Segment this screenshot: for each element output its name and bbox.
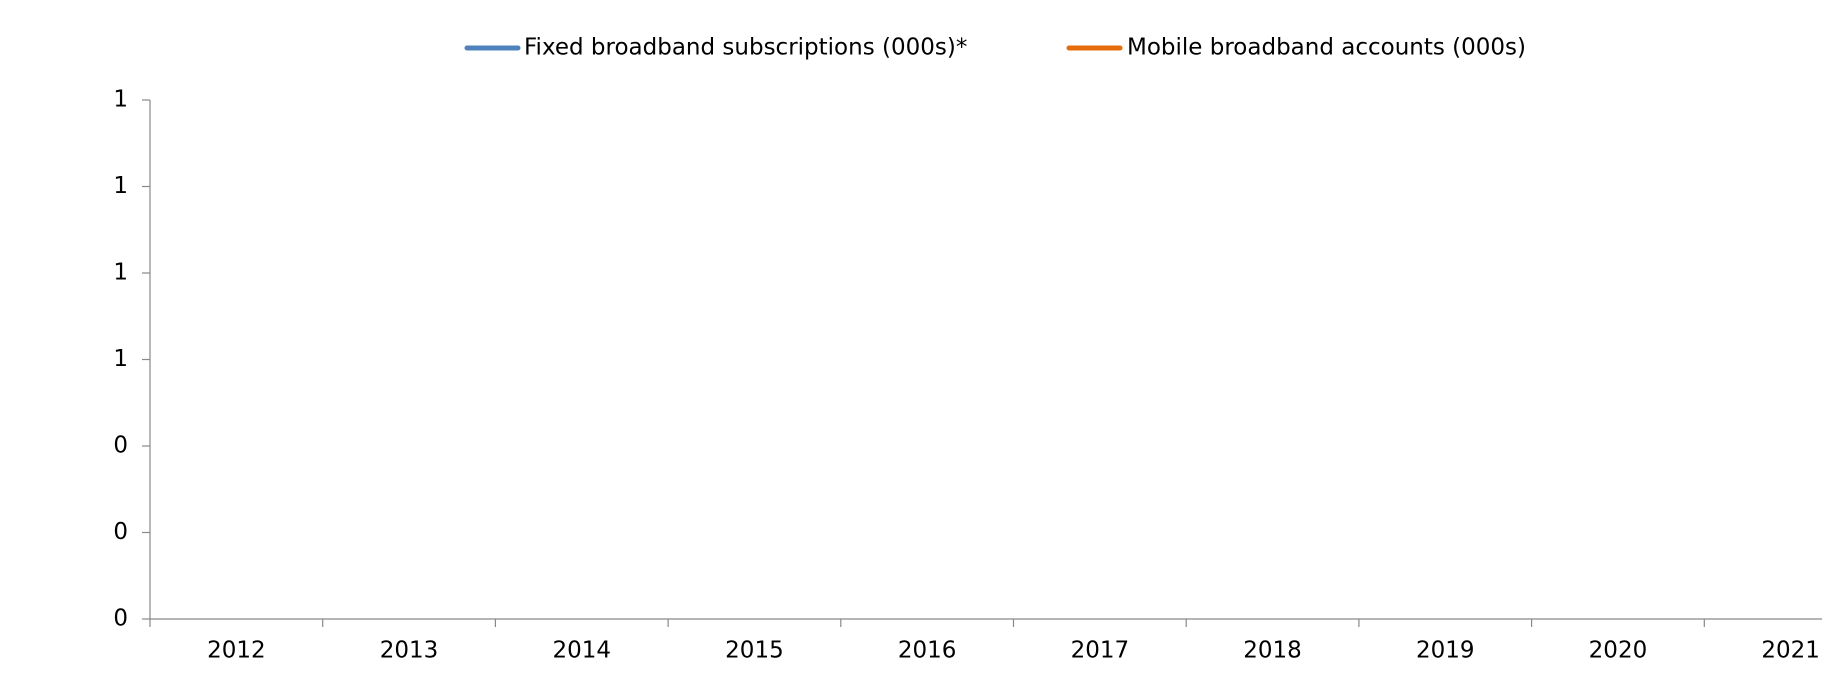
y-tick-label: 1 <box>113 260 128 286</box>
y-tick-label: 0 <box>113 606 128 632</box>
x-tick-label: 2019 <box>1416 638 1475 664</box>
y-tick-label: 0 <box>113 519 128 545</box>
y-tick-label: 1 <box>113 87 128 113</box>
y-tick-label: 0 <box>113 433 128 459</box>
y-tick-label: 1 <box>113 173 128 199</box>
x-tick-label: 2021 <box>1761 638 1820 664</box>
x-tick-label: 2013 <box>380 638 439 664</box>
x-tick-label: 2012 <box>207 638 266 664</box>
legend-label: Mobile broadband accounts (000s) <box>1127 35 1526 61</box>
legend-label: Fixed broadband subscriptions (000s)* <box>524 35 967 61</box>
x-tick-label: 2014 <box>552 638 611 664</box>
x-tick-label: 2015 <box>725 638 784 664</box>
x-tick-label: 2017 <box>1071 638 1130 664</box>
x-tick-label: 2016 <box>898 638 957 664</box>
x-tick-label: 2020 <box>1589 638 1648 664</box>
x-tick-label: 2018 <box>1243 638 1302 664</box>
y-tick-label: 1 <box>113 346 128 372</box>
